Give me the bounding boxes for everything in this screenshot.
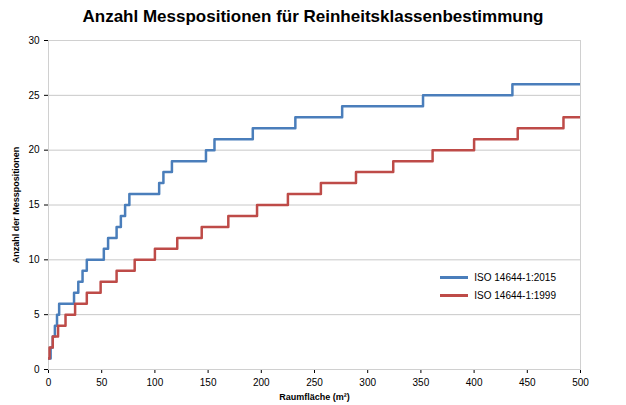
svg-text:500: 500: [572, 377, 589, 388]
svg-text:30: 30: [28, 35, 40, 46]
svg-text:200: 200: [253, 377, 270, 388]
svg-text:100: 100: [147, 377, 164, 388]
svg-text:15: 15: [28, 199, 40, 210]
html-text:ISO 14644-1:1999: ISO 14644-1:1999: [474, 289, 556, 301]
svg-text:10: 10: [28, 254, 40, 265]
svg-text:400: 400: [466, 377, 483, 388]
svg-text:Anzahl der Messpositionen: Anzahl der Messpositionen: [11, 147, 21, 264]
svg-text:0: 0: [46, 377, 52, 388]
html-text:Anzahl Messpositionen für Rein: Anzahl Messpositionen für Reinheitsklass…: [82, 7, 544, 26]
svg-text:450: 450: [519, 377, 536, 388]
svg-text:Raumfläche (m²): Raumfläche (m²): [279, 392, 350, 402]
svg-text:5: 5: [34, 309, 40, 320]
svg-text:25: 25: [28, 90, 40, 101]
svg-text:350: 350: [413, 377, 430, 388]
svg-text:250: 250: [306, 377, 323, 388]
svg-text:0: 0: [34, 364, 40, 375]
html-text:ISO 14644-1:2015: ISO 14644-1:2015: [474, 271, 556, 283]
svg-text:20: 20: [28, 144, 40, 155]
svg-text:50: 50: [96, 377, 108, 388]
svg-text:150: 150: [200, 377, 217, 388]
svg-text:300: 300: [359, 377, 376, 388]
